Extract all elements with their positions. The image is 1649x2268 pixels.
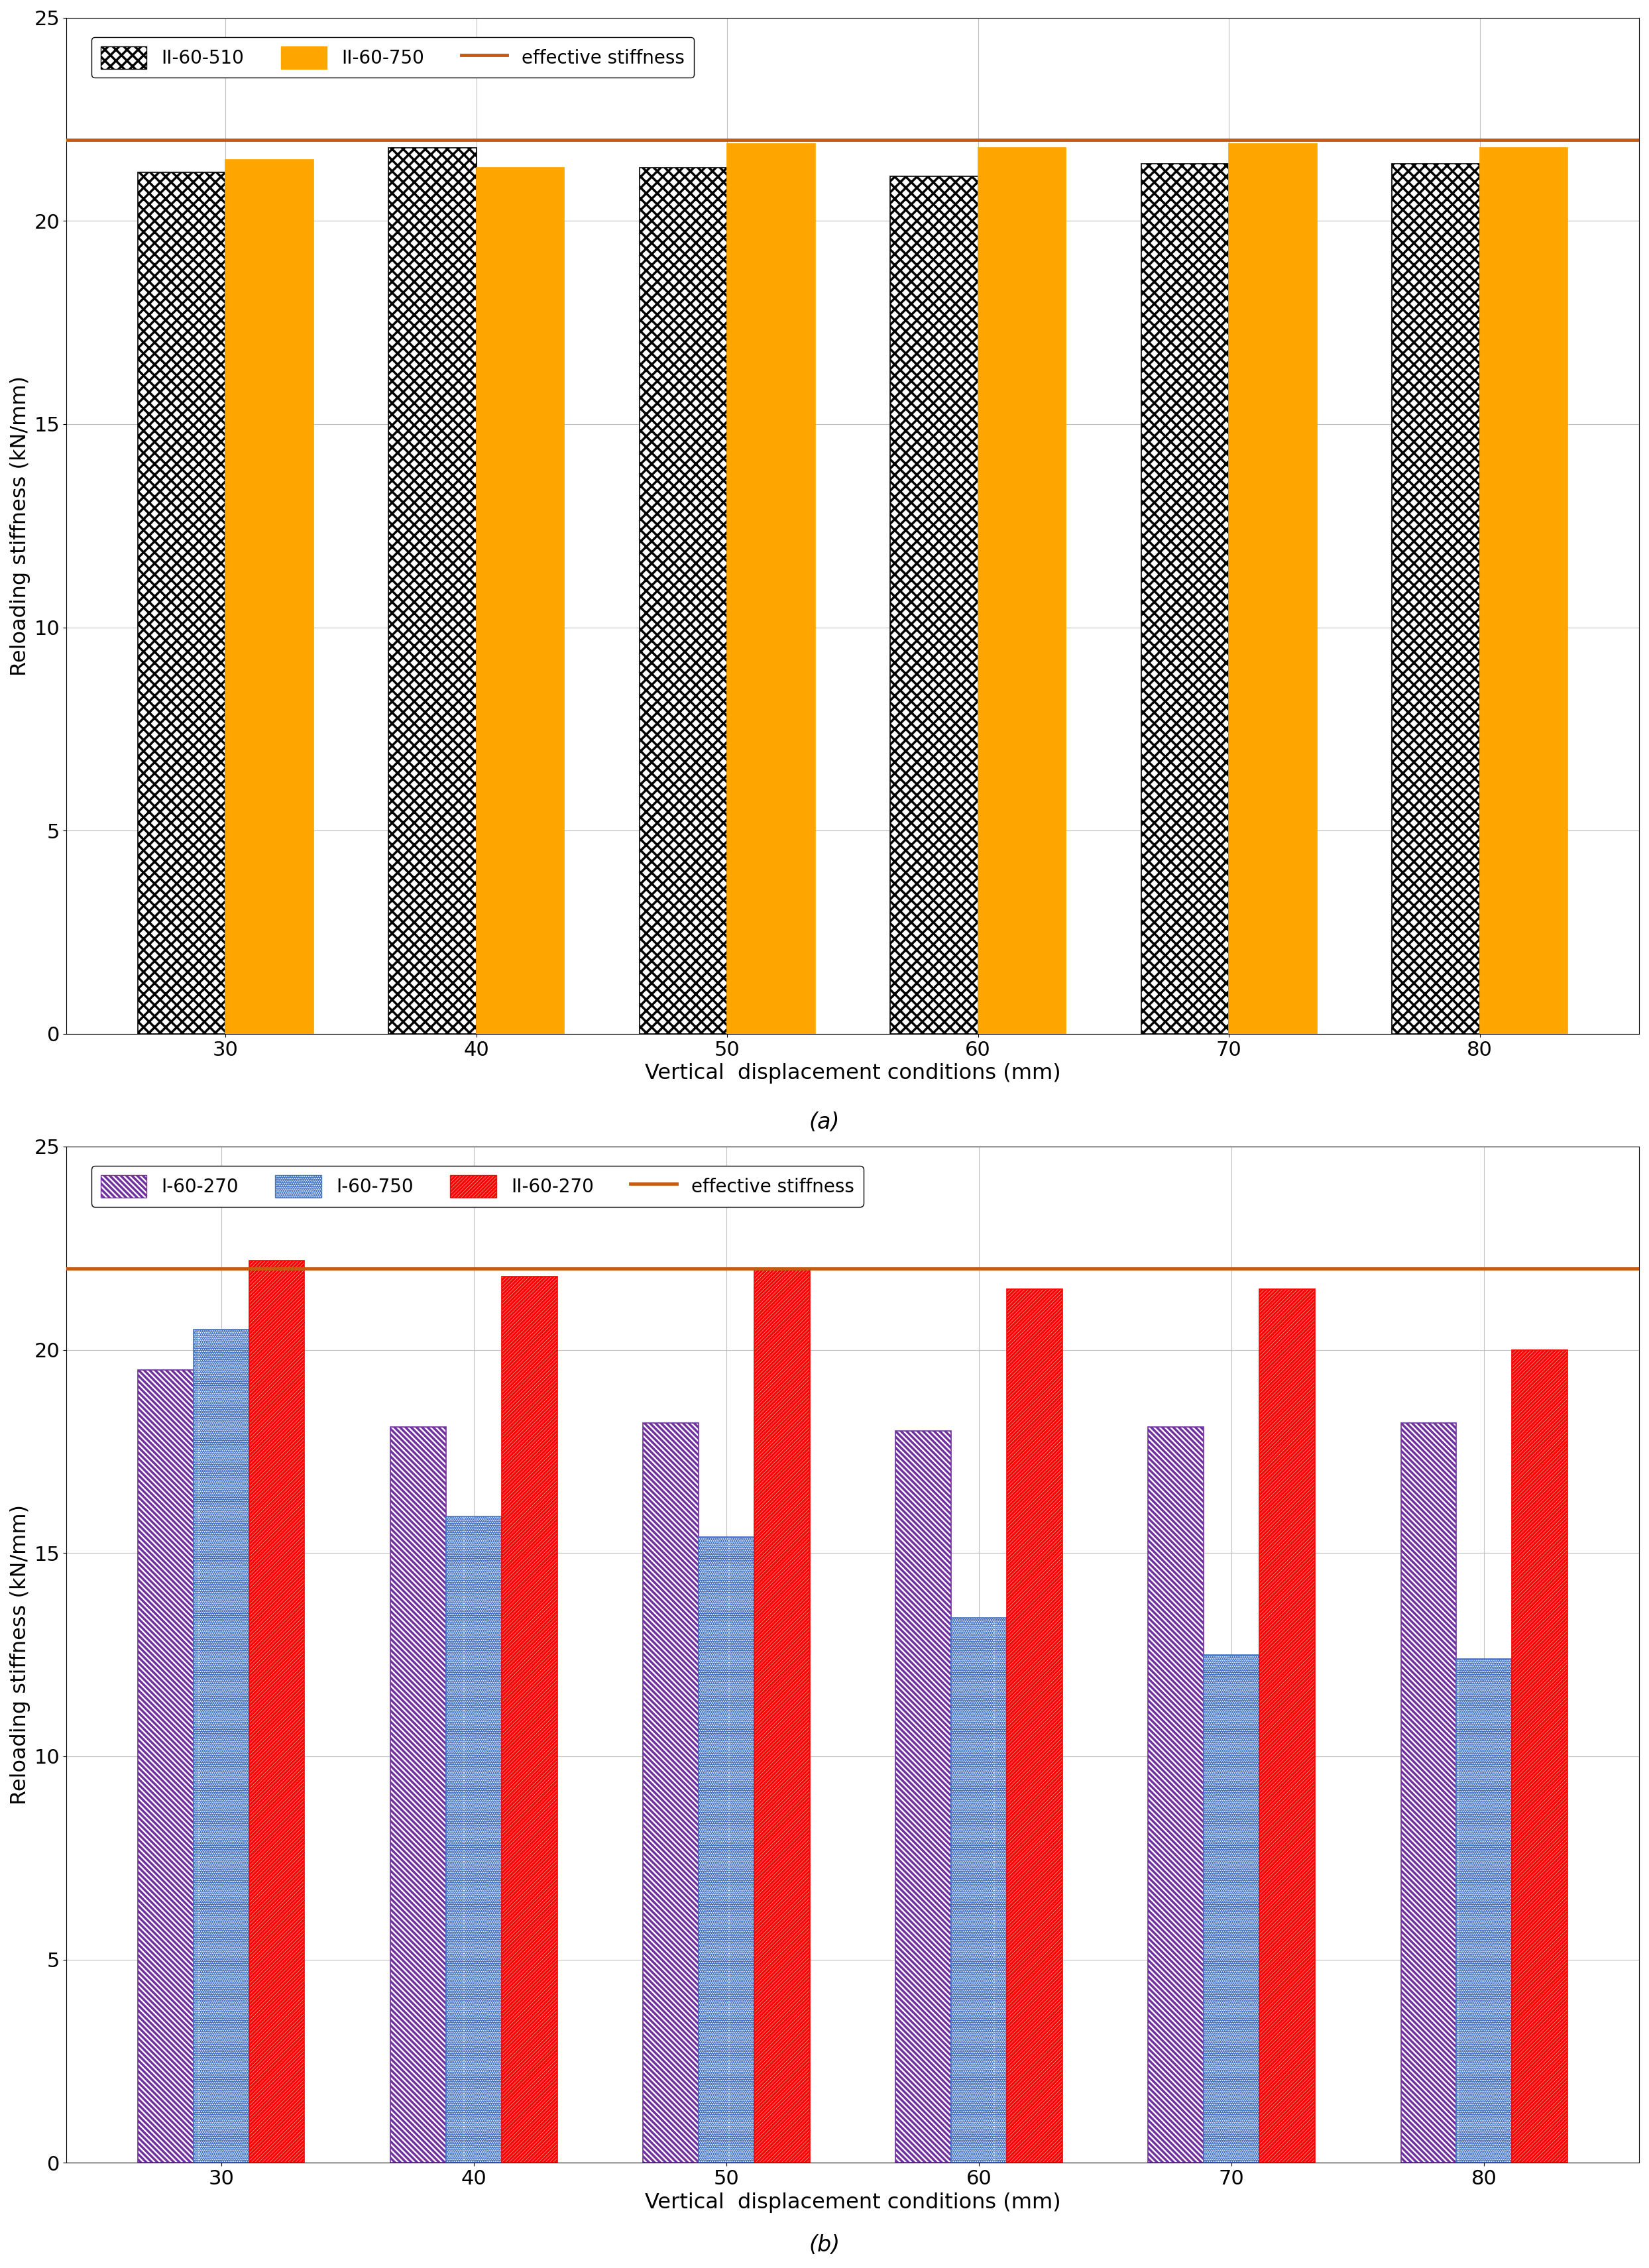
Bar: [1008, 1288, 1062, 2164]
X-axis label: Vertical  displacement conditions (mm): Vertical displacement conditions (mm): [645, 2193, 1060, 2214]
effective stiffness: [211, 1254, 231, 1281]
Bar: [445, 1517, 501, 2164]
Bar: [727, 143, 815, 1034]
Bar: [951, 1617, 1008, 2164]
Bar: [477, 168, 564, 1034]
Bar: [1229, 143, 1318, 1034]
Bar: [1148, 1427, 1204, 2164]
Bar: [389, 147, 477, 1034]
Bar: [643, 1422, 699, 2164]
Bar: [1479, 147, 1568, 1034]
Bar: [1392, 163, 1479, 1034]
Bar: [391, 1427, 445, 2164]
Bar: [699, 1538, 754, 2164]
effective stiffness: [216, 127, 236, 154]
Bar: [139, 1370, 193, 2164]
Bar: [1260, 1288, 1314, 2164]
Bar: [226, 159, 313, 1034]
effective stiffness: [467, 127, 486, 154]
Bar: [501, 1277, 557, 2164]
Y-axis label: Reloading stiffness (kN/mm): Reloading stiffness (kN/mm): [10, 376, 30, 676]
Bar: [890, 177, 978, 1034]
Bar: [1402, 1422, 1456, 2164]
Y-axis label: Reloading stiffness (kN/mm): Reloading stiffness (kN/mm): [10, 1504, 30, 1805]
Bar: [640, 168, 727, 1034]
Bar: [1141, 163, 1229, 1034]
Bar: [1456, 1658, 1512, 2164]
effective stiffness: [463, 1254, 483, 1281]
Bar: [895, 1431, 951, 2164]
Bar: [978, 147, 1065, 1034]
Bar: [193, 1329, 249, 2164]
Bar: [754, 1268, 810, 2164]
X-axis label: Vertical  displacement conditions (mm): Vertical displacement conditions (mm): [645, 1064, 1060, 1084]
Legend: I-60-270, I-60-750, II-60-270, effective stiffness: I-60-270, I-60-750, II-60-270, effective…: [91, 1166, 864, 1207]
Text: (a): (a): [810, 1111, 839, 1134]
Bar: [249, 1261, 305, 2164]
Legend: II-60-510, II-60-750, effective stiffness: II-60-510, II-60-750, effective stiffnes…: [91, 36, 694, 77]
Bar: [1204, 1656, 1260, 2164]
Text: (b): (b): [810, 2234, 839, 2257]
Bar: [139, 172, 226, 1034]
Bar: [1512, 1349, 1568, 2164]
